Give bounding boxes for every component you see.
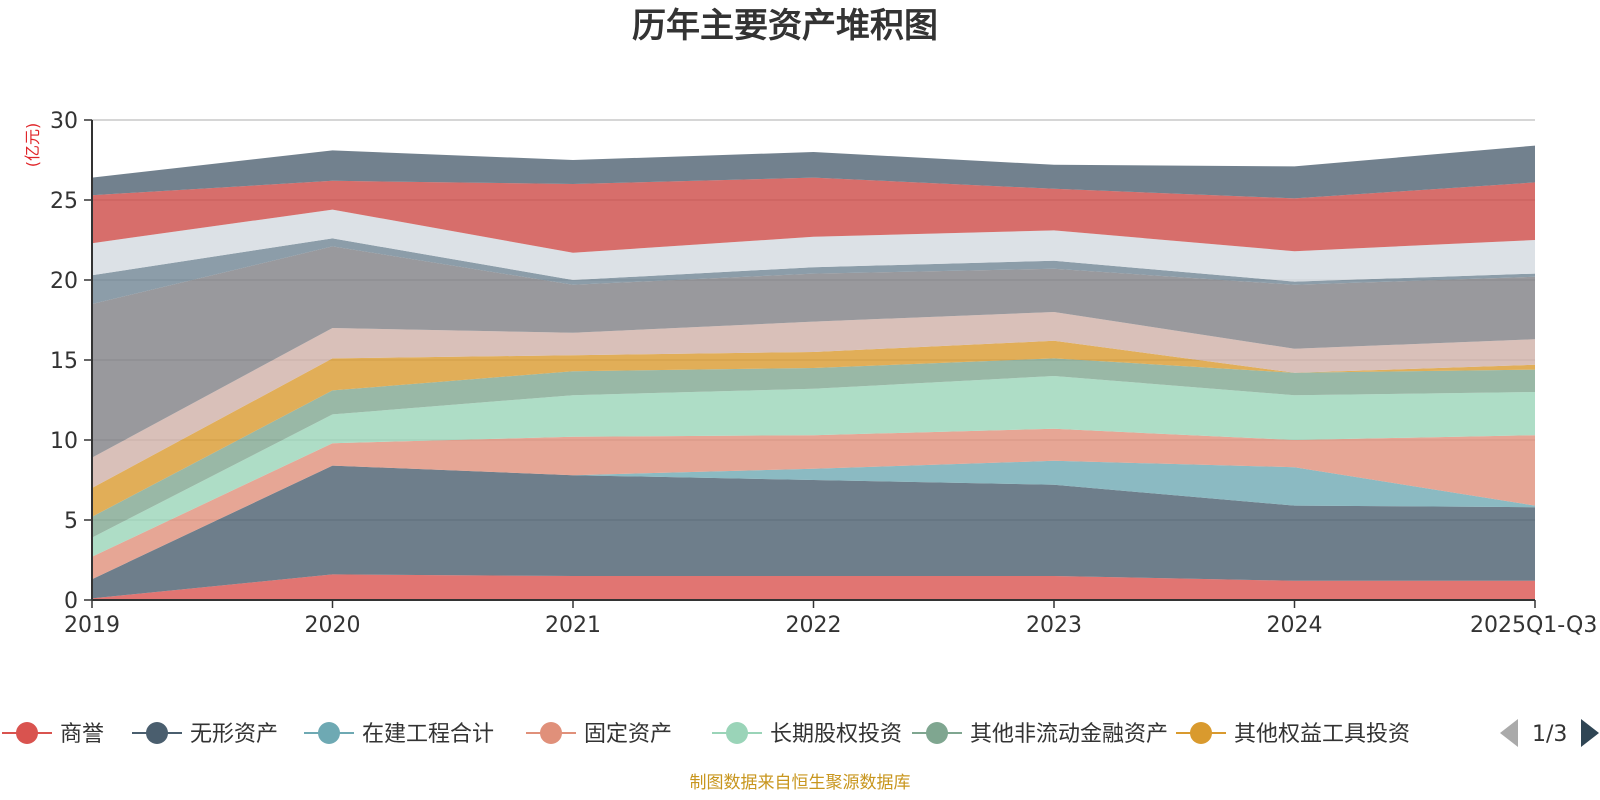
area-series-4	[92, 428, 1535, 580]
area-series-3	[92, 460, 1535, 580]
x-tick-label: 2023	[1026, 613, 1082, 638]
legend: 商誉 无形资产 在建工程合计 固定资产 长期股权投资 其他非流动金融资产 其他权益工具投资 1…	[2, 719, 1599, 747]
legend-label: 商誉	[60, 722, 104, 747]
legend-page-indicator: 1/3	[1532, 722, 1567, 747]
legend-label: 在建工程合计	[362, 722, 494, 747]
y-tick-label: 5	[64, 509, 78, 534]
x-tick-label: 2020	[305, 613, 361, 638]
legend-marker-icon	[540, 722, 562, 744]
x-tick-label: 2022	[786, 613, 842, 638]
legend-marker-icon	[318, 722, 340, 744]
legend-marker-icon	[1190, 722, 1212, 744]
area-series-2	[92, 465, 1535, 599]
x-tick-label: 2021	[545, 613, 601, 638]
y-axis-label: (亿元)	[23, 123, 42, 168]
y-tick-label: 0	[64, 589, 78, 614]
y-tick-label: 30	[50, 109, 78, 134]
y-tick-label: 15	[50, 349, 78, 374]
area-series-12	[92, 177, 1535, 253]
axes: 0 5 10 15 20 25 30 2019 2020 2021 2022 2023 2024 2025…	[50, 109, 1597, 638]
legend-label: 固定资产	[584, 722, 672, 747]
legend-item[interactable]: 固定资产	[526, 722, 672, 747]
area-series-6	[92, 358, 1535, 538]
x-tick-label: 2024	[1267, 613, 1323, 638]
legend-label: 无形资产	[190, 722, 278, 747]
area-series-11	[92, 209, 1535, 282]
area-series-13	[92, 145, 1535, 199]
y-tick-label: 20	[50, 269, 78, 294]
area-series-10	[92, 238, 1535, 304]
area-series-9	[92, 246, 1535, 458]
legend-pager: 1/3	[1500, 719, 1599, 747]
legend-label: 其他权益工具投资	[1234, 722, 1410, 747]
legend-item[interactable]: 在建工程合计	[304, 722, 494, 747]
area-series-5	[92, 376, 1535, 557]
prev-page-icon[interactable]	[1500, 719, 1518, 747]
area-series-1	[92, 574, 1535, 600]
legend-item[interactable]: 其他权益工具投资	[1176, 722, 1410, 747]
legend-marker-icon	[146, 722, 168, 744]
area-series-8	[92, 312, 1535, 488]
chart-title: 历年主要资产堆积图	[632, 6, 938, 46]
legend-marker-icon	[926, 722, 948, 744]
legend-item[interactable]: 无形资产	[132, 722, 278, 747]
legend-item[interactable]: 其他非流动金融资产	[912, 722, 1168, 747]
x-tick-label: 2025Q1-Q3	[1470, 613, 1597, 638]
source-note: 制图数据来自恒生聚源数据库	[690, 773, 911, 793]
next-page-icon[interactable]	[1581, 719, 1599, 747]
area-series-group	[92, 145, 1535, 600]
y-tick-label: 10	[50, 429, 78, 454]
legend-item[interactable]: 长期股权投资	[712, 722, 902, 747]
legend-label: 长期股权投资	[770, 722, 902, 747]
legend-marker-icon	[726, 722, 748, 744]
legend-label: 其他非流动金融资产	[970, 722, 1168, 747]
y-tick-label: 25	[50, 189, 78, 214]
x-tick-label: 2019	[64, 613, 120, 638]
legend-item[interactable]: 商誉	[2, 722, 104, 747]
legend-marker-icon	[16, 722, 38, 744]
